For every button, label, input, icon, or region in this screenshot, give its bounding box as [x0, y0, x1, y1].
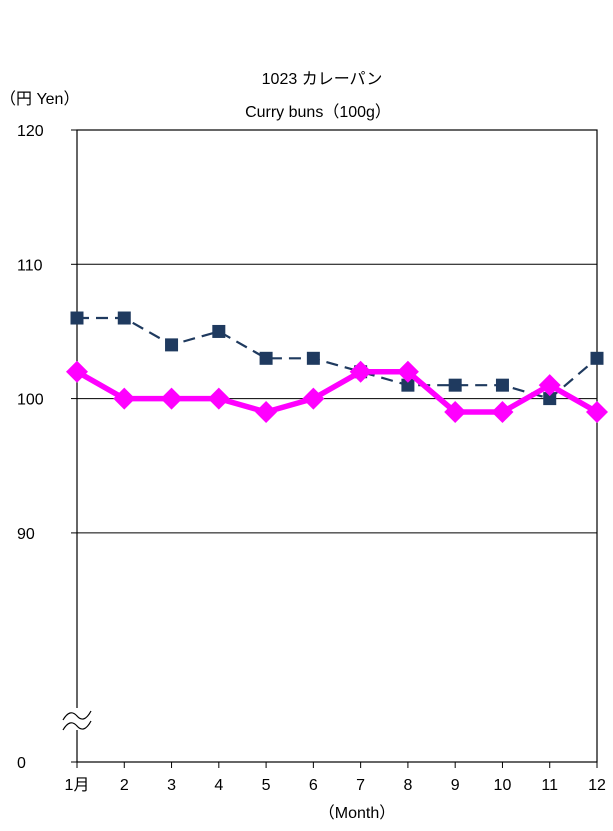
x-tick-label: 1月	[65, 777, 90, 794]
series-line	[77, 316, 598, 400]
series-layer	[66, 311, 608, 424]
x-tick-label: 6	[309, 777, 318, 794]
x-tick-label: 8	[403, 777, 412, 794]
y-axis-label: （円 Yen）	[0, 90, 79, 108]
y-tick-label: 100	[17, 392, 44, 409]
data-point-diamond	[255, 401, 278, 424]
plot-area-frame	[76, 129, 598, 763]
data-point-diamond	[349, 360, 372, 383]
y-tick-label: 110	[17, 257, 43, 274]
x-axis-label: （Month）	[319, 804, 395, 822]
data-point-diamond	[66, 360, 88, 383]
series-line	[75, 368, 599, 415]
x-tick-label: 4	[214, 777, 223, 794]
chart-title: 1023 カレーパン	[262, 71, 383, 88]
data-point-diamond	[396, 360, 419, 383]
data-point-diamond	[538, 374, 561, 397]
data-point-square	[212, 324, 226, 338]
data-point-diamond	[586, 401, 608, 424]
axis-ticks	[71, 129, 598, 768]
data-point-square	[70, 311, 84, 325]
y-tick-label: 0	[17, 755, 26, 772]
y-tick-label: 120	[17, 123, 44, 140]
x-tick-label: 12	[588, 777, 606, 794]
x-tick-label: 10	[494, 777, 512, 794]
data-point-square	[165, 338, 179, 352]
data-point-square	[495, 378, 509, 392]
data-point-square	[448, 378, 462, 392]
data-point-diamond	[113, 387, 136, 410]
chart-subtitle: Curry buns（100g）	[245, 103, 391, 121]
x-tick-label: 7	[356, 777, 365, 794]
data-point-diamond	[160, 387, 183, 410]
series-1	[70, 311, 604, 406]
data-point-diamond	[302, 387, 325, 410]
x-tick-label: 11	[541, 777, 558, 794]
y-tick-label: 90	[17, 526, 35, 543]
x-tick-label: 9	[451, 777, 460, 794]
data-point-diamond	[444, 401, 467, 424]
data-point-square	[259, 351, 273, 365]
data-point-square	[590, 351, 604, 365]
x-tick-label: 2	[120, 777, 129, 794]
x-tick-label: 5	[262, 777, 271, 794]
x-tick-label: 3	[167, 777, 176, 794]
data-point-square	[401, 378, 415, 392]
data-point-square	[543, 392, 557, 406]
x-tick-labels: 1月 2 3 4 5 6 7 8 9 10 11 12	[65, 777, 606, 794]
data-point-square	[306, 351, 320, 365]
data-point-square	[117, 311, 131, 325]
data-point-diamond	[491, 401, 514, 424]
series-2	[66, 360, 608, 424]
axis-break-mark	[62, 708, 94, 731]
y-tick-labels: 0 90 100 110 120	[17, 123, 44, 772]
data-point-diamond	[207, 387, 230, 410]
